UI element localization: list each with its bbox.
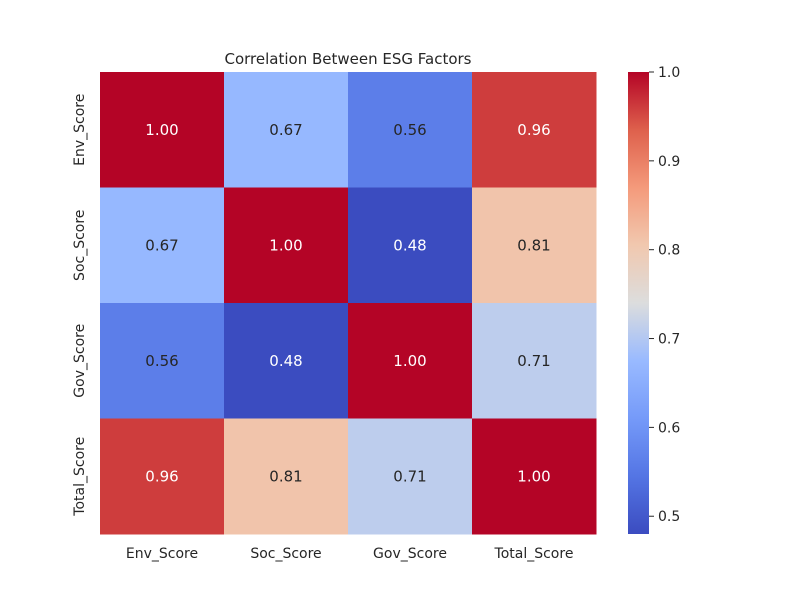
colorbar-gradient — [628, 72, 649, 534]
heatmap-cell — [224, 72, 349, 188]
cell-value-label: 0.96 — [517, 121, 550, 139]
heatmap-cell — [224, 187, 349, 304]
cell-value-label: 0.48 — [269, 352, 302, 370]
heatmap-cells: 1.00 0.67 0.56 0.96 0.67 1.00 0.48 0.81 0.56 0.48… — [100, 72, 597, 535]
y-tick-label: Env_Score — [72, 94, 88, 166]
colorbar-tick-label: 0.9 — [658, 154, 680, 170]
cell-value-label: 0.48 — [393, 236, 426, 254]
heatmap-cell — [348, 187, 473, 304]
cell-value-label: 1.00 — [145, 121, 178, 139]
colorbar-tick-label: 0.5 — [658, 509, 680, 525]
cell-value-label: 0.56 — [393, 121, 426, 139]
x-tick-label: Gov_Score — [373, 546, 447, 562]
cell-value-label: 1.00 — [517, 467, 550, 485]
y-axis-tick-labels: Env_Score Soc_Score Gov_Score Total_Score — [72, 94, 88, 517]
heatmap-cell — [100, 187, 225, 304]
colorbar-tick-label: 1.0 — [658, 65, 680, 81]
x-tick-label: Soc_Score — [250, 546, 321, 562]
colorbar: 0.5 0.6 0.7 0.8 0.9 1.0 — [628, 65, 680, 534]
x-tick-label: Total_Score — [494, 546, 574, 562]
y-tick-label: Gov_Score — [72, 324, 88, 398]
heatmap-cell — [472, 303, 597, 419]
heatmap-cell — [224, 303, 349, 419]
chart-title: Correlation Between ESG Factors — [224, 50, 471, 68]
heatmap-cell — [472, 72, 597, 188]
cell-value-label: 1.00 — [269, 236, 302, 254]
heatmap-cell — [224, 418, 349, 535]
x-axis-tick-labels: Env_Score Soc_Score Gov_Score Total_Score — [126, 546, 574, 562]
cell-value-label: 0.71 — [393, 467, 426, 485]
y-tick-label: Soc_Score — [72, 210, 88, 281]
cell-value-label: 0.81 — [517, 236, 550, 254]
colorbar-tick-label: 0.7 — [658, 332, 680, 348]
cell-value-label: 0.67 — [269, 121, 302, 139]
heatmap-cell — [348, 418, 473, 535]
heatmap-cell — [472, 187, 597, 304]
y-tick-label: Total_Score — [72, 437, 88, 517]
cell-value-label: 1.00 — [393, 352, 426, 370]
cell-value-label: 0.96 — [145, 467, 178, 485]
cell-value-label: 0.71 — [517, 352, 550, 370]
x-tick-label: Env_Score — [126, 546, 198, 562]
cell-value-label: 0.81 — [269, 467, 302, 485]
colorbar-tick-label: 0.6 — [658, 420, 680, 436]
colorbar-tick-label: 0.8 — [658, 243, 680, 259]
heatmap-cell — [472, 418, 597, 535]
heatmap-cell — [100, 303, 225, 419]
heatmap-cell — [100, 418, 225, 535]
heatmap-cell — [348, 72, 473, 188]
cell-value-label: 0.67 — [145, 236, 178, 254]
heatmap-cell — [348, 303, 473, 419]
heatmap-cell — [100, 72, 225, 188]
cell-value-label: 0.56 — [145, 352, 178, 370]
